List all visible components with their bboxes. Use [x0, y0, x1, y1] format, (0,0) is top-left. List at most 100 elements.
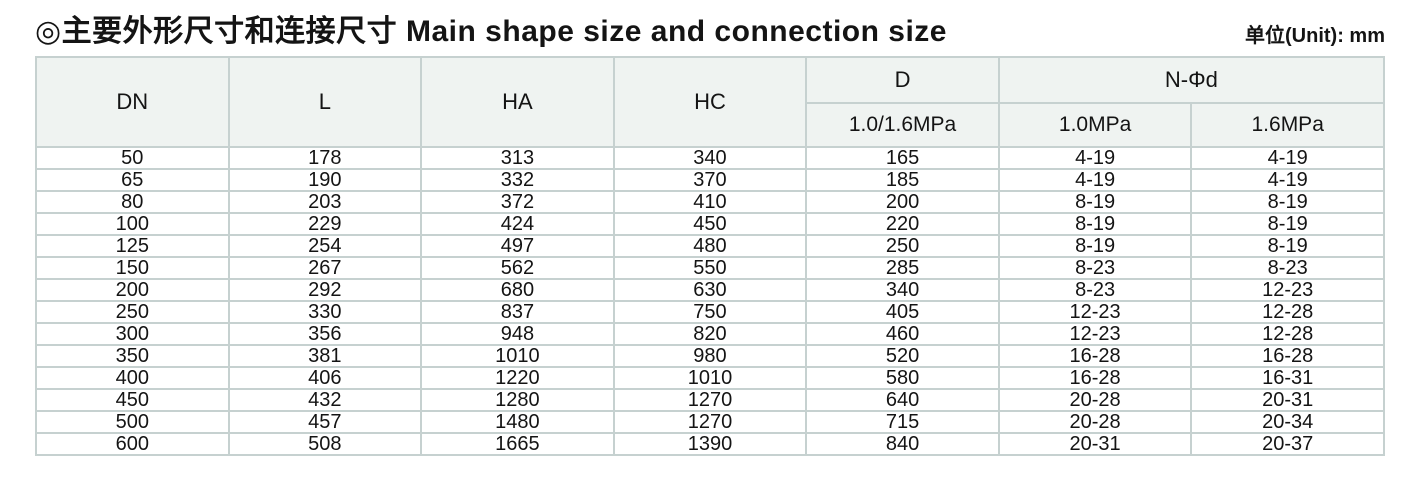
table-row: 150 267 562 550 285 8-23 8-23	[35, 256, 1385, 280]
cell-ha: 424	[420, 212, 615, 236]
cell-hc: 630	[612, 278, 808, 302]
table-row: 500 457 1480 1270 715 20-28 20-34	[35, 410, 1385, 434]
cell-n-1-0mpa: 20-28	[997, 388, 1193, 412]
cell-hc: 1010	[612, 366, 808, 390]
cell-ha: 1665	[420, 432, 615, 456]
cell-n-1-6mpa: 16-31	[1190, 366, 1385, 390]
cell-l: 406	[227, 366, 423, 390]
cell-n-1-0mpa: 20-31	[997, 432, 1193, 456]
cell-d: 285	[805, 256, 1000, 280]
unit-label: 单位(Unit): mm	[1245, 25, 1385, 47]
cell-ha: 1220	[420, 366, 615, 390]
content-area: ◎主要外形尺寸和连接尺寸 Main shape size and connect…	[35, 0, 1386, 456]
cell-n-1-6mpa: 20-34	[1190, 410, 1385, 434]
cell-n-1-0mpa: 4-19	[997, 146, 1193, 170]
cell-hc: 820	[612, 322, 808, 346]
cell-dn: 80	[35, 190, 230, 214]
header-row-sub: 1.0/1.6MPa 1.0MPa 1.6MPa	[36, 102, 1385, 148]
cell-l: 254	[227, 234, 423, 258]
header-row-top: DN L HA HC D N-Φd	[35, 56, 1386, 148]
cell-ha: 948	[420, 322, 615, 346]
cell-dn: 200	[35, 278, 230, 302]
subheader-n-1-6mpa: 1.6MPa	[1190, 102, 1385, 148]
cell-hc: 750	[612, 300, 808, 324]
cell-ha: 837	[420, 300, 615, 324]
cell-n-1-6mpa: 16-28	[1190, 344, 1385, 368]
cell-n-1-6mpa: 4-19	[1190, 168, 1385, 192]
cell-l: 203	[227, 190, 423, 214]
title-row: ◎主要外形尺寸和连接尺寸 Main shape size and connect…	[35, 0, 1385, 50]
cell-l: 229	[227, 212, 423, 236]
table-row: 100 229 424 450 220 8-19 8-19	[35, 212, 1385, 236]
subheader-d-pressure: 1.0/1.6MPa	[805, 102, 1000, 148]
cell-l: 292	[227, 278, 423, 302]
cell-ha: 497	[420, 234, 615, 258]
cell-dn: 600	[35, 432, 230, 456]
cell-n-1-0mpa: 12-23	[997, 300, 1193, 324]
cell-hc: 980	[612, 344, 808, 368]
cell-d: 520	[805, 344, 1000, 368]
cell-n-1-0mpa: 8-19	[997, 212, 1193, 236]
cell-hc: 410	[612, 190, 808, 214]
cell-d: 220	[805, 212, 1000, 236]
cell-l: 356	[227, 322, 423, 346]
cell-hc: 1390	[612, 432, 808, 456]
cell-n-1-0mpa: 16-28	[997, 366, 1193, 390]
cell-hc: 1270	[612, 388, 808, 412]
cell-n-1-0mpa: 8-19	[997, 190, 1193, 214]
cell-ha: 1010	[420, 344, 615, 368]
cell-l: 267	[227, 256, 423, 280]
cell-d: 200	[805, 190, 1000, 214]
cell-l: 432	[227, 388, 423, 412]
cell-n-1-0mpa: 8-19	[997, 234, 1193, 258]
col-header-d: D	[805, 56, 1000, 104]
cell-hc: 480	[612, 234, 808, 258]
cell-dn: 400	[35, 366, 230, 390]
table-body: 50 178 313 340 165 4-19 4-19 65 190 332 …	[35, 146, 1385, 456]
col-header-n-phi-d: N-Φd	[997, 56, 1386, 104]
cell-ha: 313	[420, 146, 615, 170]
cell-ha: 1480	[420, 410, 615, 434]
cell-hc: 1270	[612, 410, 808, 434]
cell-d: 250	[805, 234, 1000, 258]
cell-ha: 562	[420, 256, 615, 280]
cell-n-1-6mpa: 8-19	[1190, 190, 1385, 214]
table-row: 125 254 497 480 250 8-19 8-19	[35, 234, 1385, 258]
cell-n-1-0mpa: 4-19	[997, 168, 1193, 192]
cell-n-1-0mpa: 8-23	[997, 278, 1193, 302]
cell-n-1-6mpa: 12-28	[1190, 322, 1385, 346]
cell-d: 185	[805, 168, 1000, 192]
cell-dn: 350	[35, 344, 230, 368]
cell-d: 840	[805, 432, 1000, 456]
cell-n-1-0mpa: 12-23	[997, 322, 1193, 346]
cell-n-1-0mpa: 16-28	[997, 344, 1193, 368]
cell-n-1-0mpa: 20-28	[997, 410, 1193, 434]
cell-hc: 370	[612, 168, 808, 192]
col-header-hc: HC	[612, 56, 808, 148]
table-row: 250 330 837 750 405 12-23 12-28	[35, 300, 1385, 324]
cell-n-1-6mpa: 12-28	[1190, 300, 1385, 324]
cell-dn: 125	[35, 234, 230, 258]
cell-dn: 100	[35, 212, 230, 236]
cell-hc: 340	[612, 146, 808, 170]
table-row: 80 203 372 410 200 8-19 8-19	[35, 190, 1385, 214]
cell-n-1-6mpa: 20-37	[1190, 432, 1385, 456]
dimensions-table: DN L HA HC D N-Φd 1.0/1.6MPa 1.0MPa 1.6M…	[35, 56, 1386, 456]
cell-d: 715	[805, 410, 1000, 434]
cell-hc: 550	[612, 256, 808, 280]
cell-l: 457	[227, 410, 423, 434]
subheader-n-1-0mpa: 1.0MPa	[997, 102, 1193, 148]
page-title: ◎主要外形尺寸和连接尺寸 Main shape size and connect…	[35, 15, 947, 48]
cell-dn: 250	[35, 300, 230, 324]
cell-l: 330	[227, 300, 423, 324]
table-row: 65 190 332 370 185 4-19 4-19	[35, 168, 1385, 192]
cell-d: 580	[805, 366, 1000, 390]
cell-l: 190	[227, 168, 423, 192]
cell-dn: 150	[35, 256, 230, 280]
table-header: DN L HA HC D N-Φd 1.0/1.6MPa 1.0MPa 1.6M…	[35, 56, 1386, 148]
table-row: 300 356 948 820 460 12-23 12-28	[35, 322, 1385, 346]
cell-ha: 332	[420, 168, 615, 192]
cell-d: 340	[805, 278, 1000, 302]
table-row: 200 292 680 630 340 8-23 12-23	[35, 278, 1385, 302]
